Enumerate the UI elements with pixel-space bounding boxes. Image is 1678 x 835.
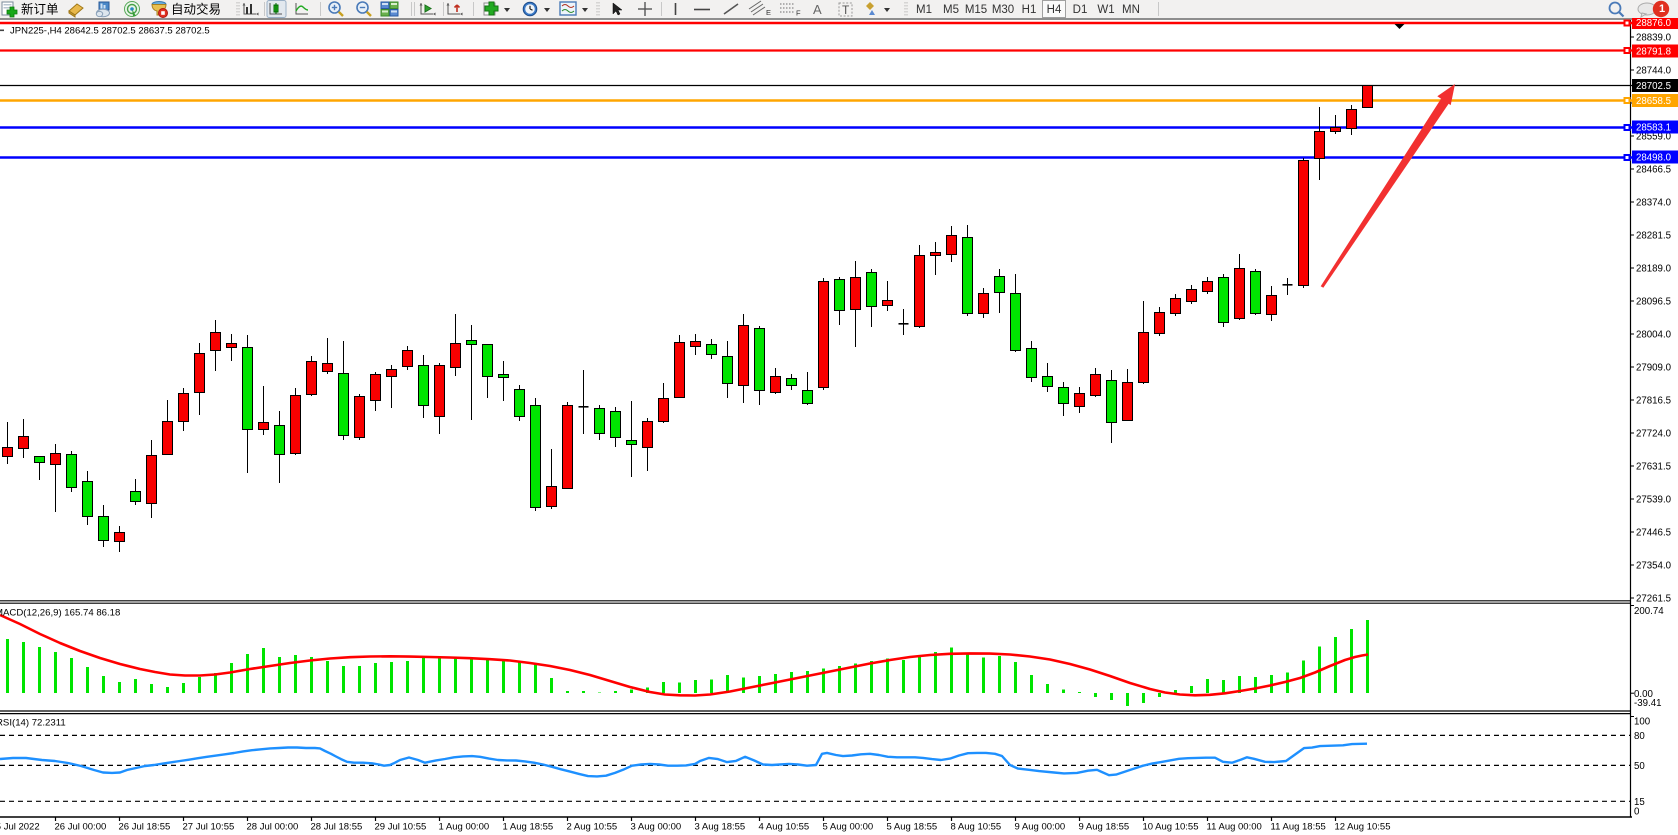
svg-text:27446.5: 27446.5 <box>1636 528 1671 539</box>
svg-text:M5: M5 <box>943 4 959 16</box>
svg-text:50: 50 <box>1634 761 1645 772</box>
svg-text:新订单: 新订单 <box>21 2 59 17</box>
svg-text:28702.5: 28702.5 <box>1636 81 1671 92</box>
svg-text:3 Aug 00:00: 3 Aug 00:00 <box>631 822 682 833</box>
svg-text:27 Jul 10:55: 27 Jul 10:55 <box>183 822 235 833</box>
svg-text:27816.5: 27816.5 <box>1636 396 1671 407</box>
svg-text:200.74: 200.74 <box>1634 606 1664 617</box>
svg-text:28096.5: 28096.5 <box>1636 297 1671 308</box>
svg-text:0: 0 <box>1634 806 1640 817</box>
svg-text:E: E <box>766 8 771 17</box>
svg-text:28189.0: 28189.0 <box>1636 264 1672 275</box>
svg-text:A: A <box>813 2 822 17</box>
svg-text:MN: MN <box>1122 4 1140 16</box>
svg-text:M1: M1 <box>916 4 932 16</box>
svg-text:100: 100 <box>1634 717 1651 728</box>
svg-text:28583.1: 28583.1 <box>1636 123 1671 134</box>
svg-text:0.00: 0.00 <box>1634 689 1653 700</box>
svg-text:9 Aug 00:00: 9 Aug 00:00 <box>1015 822 1066 833</box>
svg-text:M30: M30 <box>992 4 1014 16</box>
svg-text:27539.0: 27539.0 <box>1636 495 1672 506</box>
svg-text:28744.0: 28744.0 <box>1636 66 1672 77</box>
svg-text:5 Aug 00:00: 5 Aug 00:00 <box>823 822 874 833</box>
svg-text:12 Aug 10:55: 12 Aug 10:55 <box>1335 822 1391 833</box>
svg-text:28374.0: 28374.0 <box>1636 198 1672 209</box>
svg-text:8 Aug 10:55: 8 Aug 10:55 <box>951 822 1002 833</box>
svg-text:26 Jul 00:00: 26 Jul 00:00 <box>55 822 107 833</box>
svg-text:80: 80 <box>1634 731 1645 742</box>
svg-text:1: 1 <box>1659 3 1665 15</box>
svg-text:H4: H4 <box>1047 4 1062 16</box>
svg-text:M15: M15 <box>965 4 987 16</box>
svg-text:28658.5: 28658.5 <box>1636 96 1671 107</box>
svg-text:5 Aug 18:55: 5 Aug 18:55 <box>887 822 938 833</box>
svg-text:28498.0: 28498.0 <box>1636 153 1672 164</box>
svg-text:JPN225-,H4 28642.5 28702.5 28: JPN225-,H4 28642.5 28702.5 28637.5 28702… <box>10 26 210 37</box>
svg-text:27631.5: 27631.5 <box>1636 462 1671 473</box>
svg-text:25 Jul 2022: 25 Jul 2022 <box>0 822 40 833</box>
svg-text:1 Aug 18:55: 1 Aug 18:55 <box>503 822 554 833</box>
svg-text:28004.0: 28004.0 <box>1636 330 1672 341</box>
svg-text:4 Aug 10:55: 4 Aug 10:55 <box>759 822 810 833</box>
svg-text:3 Aug 18:55: 3 Aug 18:55 <box>695 822 746 833</box>
svg-text:27354.0: 27354.0 <box>1636 561 1672 572</box>
svg-text:11 Aug 00:00: 11 Aug 00:00 <box>1207 822 1262 833</box>
svg-text:MACD(12,26,9) 165.74 86.18: MACD(12,26,9) 165.74 86.18 <box>0 608 120 619</box>
svg-text:29 Jul 10:55: 29 Jul 10:55 <box>375 822 427 833</box>
svg-text:自动交易: 自动交易 <box>171 2 221 17</box>
svg-text:D1: D1 <box>1073 4 1088 16</box>
svg-text:28 Jul 18:55: 28 Jul 18:55 <box>311 822 363 833</box>
svg-text:9 Aug 18:55: 9 Aug 18:55 <box>1079 822 1130 833</box>
svg-text:28 Jul 00:00: 28 Jul 00:00 <box>247 822 299 833</box>
svg-text:F: F <box>796 9 801 18</box>
svg-text:28839.0: 28839.0 <box>1636 33 1672 44</box>
svg-text:H1: H1 <box>1022 4 1037 16</box>
svg-text:28876.0: 28876.0 <box>1636 18 1672 29</box>
svg-text:W1: W1 <box>1097 4 1114 16</box>
svg-text:26 Jul 18:55: 26 Jul 18:55 <box>119 822 171 833</box>
svg-text:T: T <box>842 3 850 17</box>
svg-text:11 Aug 18:55: 11 Aug 18:55 <box>1271 822 1326 833</box>
svg-text:28559.0: 28559.0 <box>1636 132 1672 143</box>
svg-text:10 Aug 10:55: 10 Aug 10:55 <box>1143 822 1199 833</box>
svg-text:1 Aug 00:00: 1 Aug 00:00 <box>439 822 490 833</box>
svg-text:27261.5: 27261.5 <box>1636 594 1671 605</box>
svg-text:-39.41: -39.41 <box>1634 698 1661 709</box>
svg-text:27724.0: 27724.0 <box>1636 429 1672 440</box>
svg-text:28791.8: 28791.8 <box>1636 47 1671 58</box>
svg-text:2 Aug 10:55: 2 Aug 10:55 <box>567 822 618 833</box>
svg-text:27909.0: 27909.0 <box>1636 363 1672 374</box>
svg-text:15: 15 <box>1634 797 1645 808</box>
svg-text:RSI(14) 72.2311: RSI(14) 72.2311 <box>0 718 66 729</box>
svg-text:28281.5: 28281.5 <box>1636 231 1671 242</box>
svg-text:28466.5: 28466.5 <box>1636 165 1671 176</box>
